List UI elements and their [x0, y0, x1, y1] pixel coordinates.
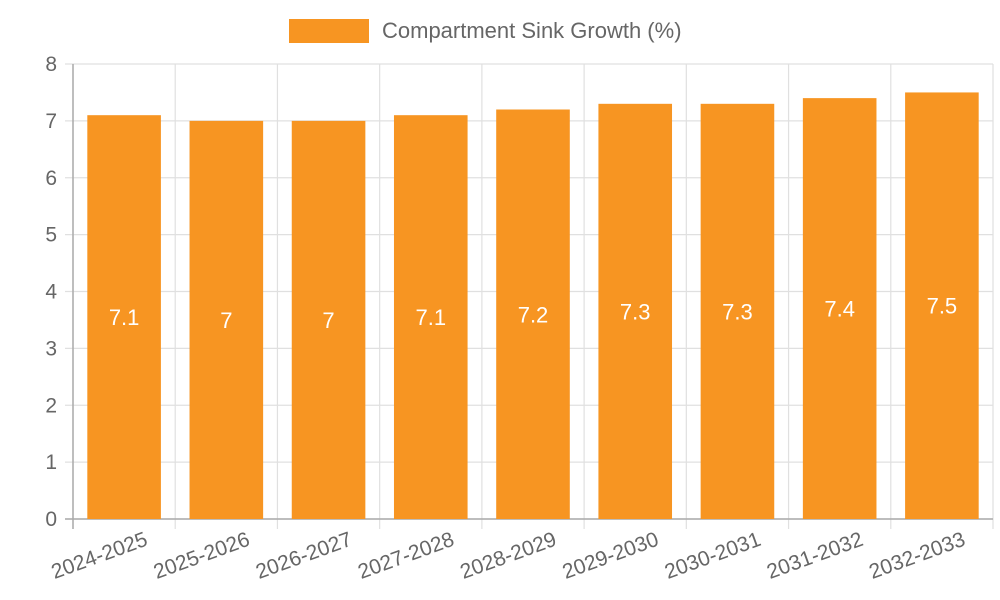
- y-tick-label: 0: [45, 508, 57, 531]
- x-tick-label: 2031-2032: [764, 528, 866, 584]
- y-tick-label: 3: [45, 337, 57, 360]
- x-tick-label: 2029-2030: [559, 528, 661, 584]
- y-tick-label: 2: [45, 394, 57, 417]
- bar-value-label: 7.2: [518, 302, 549, 327]
- bar[interactable]: 7.5: [905, 92, 979, 519]
- x-tick-label: 2030-2031: [662, 528, 764, 584]
- x-tick-label: 2032-2033: [866, 528, 968, 584]
- bar[interactable]: 7.1: [87, 115, 161, 519]
- y-tick-label: 5: [45, 224, 57, 247]
- chart-legend[interactable]: Compartment Sink Growth (%): [289, 18, 682, 44]
- bar[interactable]: 7: [189, 120, 264, 519]
- bar[interactable]: 7: [291, 120, 366, 519]
- x-tick-label: 2026-2027: [253, 528, 355, 584]
- legend-label: Compartment Sink Growth (%): [382, 18, 682, 43]
- bar-value-label: 7.3: [620, 299, 651, 324]
- bar[interactable]: 7.4: [802, 98, 877, 519]
- bar-value-label: 7.1: [415, 305, 446, 330]
- legend-swatch: [289, 19, 369, 43]
- bar[interactable]: 7.2: [496, 109, 570, 520]
- bar-value-label: 7: [220, 308, 232, 333]
- y-tick-label: 6: [45, 167, 57, 190]
- y-tick-label: 4: [45, 281, 57, 304]
- bar-value-label: 7.1: [109, 305, 140, 330]
- bar-value-label: 7.3: [722, 299, 753, 324]
- y-tick-label: 1: [45, 451, 57, 474]
- x-tick-label: 2024-2025: [48, 528, 150, 584]
- x-tick-label: 2028-2029: [457, 528, 559, 584]
- x-tick-label: 2027-2028: [355, 528, 457, 584]
- bar[interactable]: 7.3: [598, 103, 673, 519]
- y-tick-label: 8: [45, 53, 57, 76]
- bar-value-label: 7.5: [927, 294, 958, 319]
- bar[interactable]: 7.3: [700, 103, 775, 519]
- bar-value-label: 7.4: [824, 297, 855, 322]
- bar-value-label: 7: [322, 308, 334, 333]
- bar[interactable]: 7.1: [393, 115, 468, 519]
- y-tick-label: 7: [45, 110, 57, 133]
- x-tick-label: 2025-2026: [151, 528, 253, 584]
